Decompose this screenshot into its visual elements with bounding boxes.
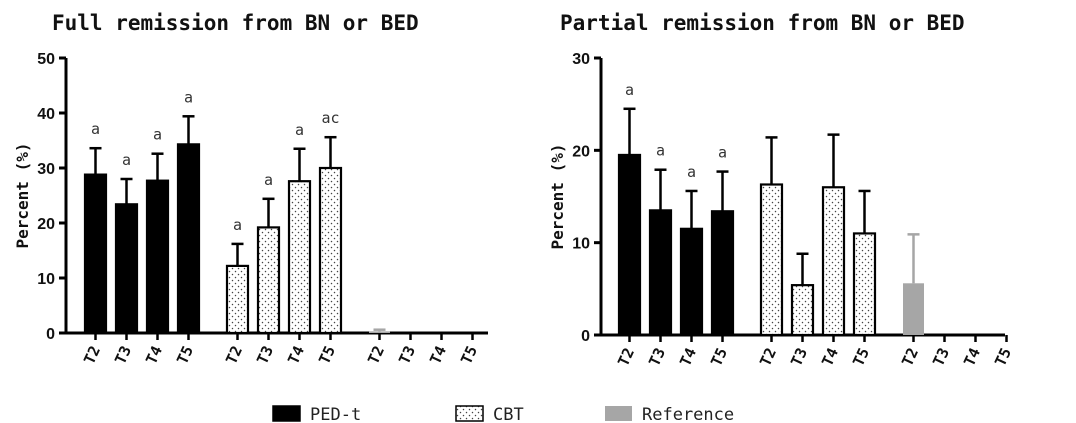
y-tick-label: 30 [572, 51, 590, 68]
x-tick-label: T4 [426, 343, 450, 367]
chart-panel-2: Partial remission from BN or BED Percent … [548, 11, 1015, 369]
bar-pedt-t2 [83, 173, 108, 335]
x-tick-label: T5 [991, 345, 1015, 369]
legend: PED-t CBT Reference [272, 405, 734, 423]
bar-pedt-t4 [679, 227, 704, 337]
y-tick-label: 40 [37, 106, 55, 123]
x-tick-label: T3 [929, 345, 953, 369]
bar-cbt-t3 [790, 284, 815, 337]
bar-pedt-t2 [617, 153, 642, 337]
x-tick-label: T4 [818, 345, 842, 369]
significance-annotation: a [625, 81, 634, 99]
y-axis-label: Percent (%) [548, 144, 567, 250]
x-tick-label: T4 [284, 343, 308, 367]
significance-annotation: ac [321, 109, 339, 127]
x-tick-label: T5 [315, 343, 339, 367]
significance-annotation: a [295, 121, 304, 139]
bar-cbt-t5 [318, 166, 343, 335]
x-tick-label: T3 [787, 345, 811, 369]
significance-annotation: a [718, 144, 727, 162]
chart-title: Full remission from BN or BED [52, 11, 419, 35]
bar-reference-t2 [903, 283, 924, 335]
x-tick-label: T4 [676, 345, 700, 369]
y-tick-label: 0 [46, 326, 55, 343]
significance-annotation: a [233, 216, 242, 234]
significance-annotation: a [687, 163, 696, 181]
x-tick-label: T2 [614, 345, 638, 369]
bar-pedt-t5 [176, 143, 201, 335]
y-tick-label: 10 [572, 236, 590, 253]
y-tick-label: 30 [37, 161, 55, 178]
legend-label: Reference [642, 405, 734, 423]
x-tick-label: T3 [395, 343, 419, 367]
x-tick-label: T3 [253, 343, 277, 367]
bar-cbt-t2 [225, 264, 250, 335]
bar-pedt-t3 [114, 203, 139, 335]
significance-annotation: a [184, 88, 193, 106]
y-tick-label: 10 [37, 271, 55, 288]
x-tick-label: T5 [707, 345, 731, 369]
x-tick-label: T5 [849, 345, 873, 369]
y-tick-label: 50 [37, 51, 55, 68]
bar-cbt-t3 [256, 226, 281, 335]
y-tick-label: 20 [572, 143, 590, 160]
legend-swatch-cbt [455, 405, 484, 422]
x-tick-label: T5 [173, 343, 197, 367]
x-tick-label: T5 [457, 343, 481, 367]
x-tick-label: T4 [142, 343, 166, 367]
bar-pedt-t5 [710, 210, 735, 337]
x-tick-label: T2 [898, 345, 922, 369]
y-tick-label: 20 [37, 216, 55, 233]
y-axis-label: Percent (%) [13, 143, 32, 249]
bar-cbt-t4 [287, 180, 312, 335]
legend-label: PED-t [310, 405, 361, 423]
significance-annotation: a [91, 120, 100, 138]
bar-cbt-t4 [821, 186, 846, 337]
x-tick-label: T2 [756, 345, 780, 369]
x-tick-label: T2 [222, 343, 246, 367]
x-tick-label: T4 [960, 345, 984, 369]
significance-annotation: a [153, 126, 162, 144]
significance-annotation: a [122, 151, 131, 169]
x-tick-label: T3 [111, 343, 135, 367]
bar-pedt-t3 [648, 209, 673, 337]
bar-cbt-t5 [852, 232, 877, 337]
legend-swatch-reference [605, 406, 632, 421]
legend-label: CBT [493, 405, 524, 423]
significance-annotation: a [264, 171, 273, 189]
bar-pedt-t4 [145, 179, 170, 335]
significance-annotation: a [656, 142, 665, 160]
chart-title: Partial remission from BN or BED [560, 11, 965, 35]
x-tick-label: T2 [364, 343, 388, 367]
legend-swatch-pedt [272, 405, 301, 422]
x-tick-label: T3 [645, 345, 669, 369]
bar-cbt-t2 [759, 183, 784, 337]
x-tick-label: T2 [80, 343, 104, 367]
chart-panel-1: Full remission from BN or BED Percent (%)… [13, 11, 488, 367]
y-tick-label: 0 [581, 328, 590, 345]
bar-reference-t2 [369, 331, 390, 333]
